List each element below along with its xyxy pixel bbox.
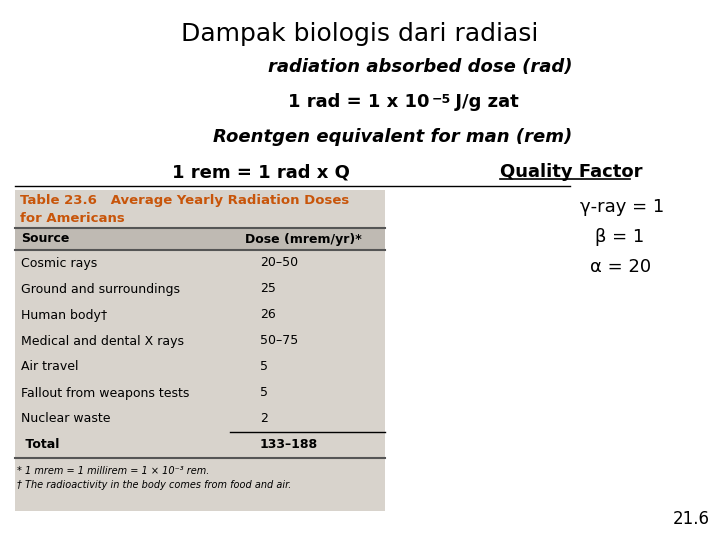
- Text: 5: 5: [260, 361, 268, 374]
- Text: Dampak biologis dari radiasi: Dampak biologis dari radiasi: [181, 22, 539, 46]
- Text: Table 23.6   Average Yearly Radiation Doses: Table 23.6 Average Yearly Radiation Dose…: [20, 194, 349, 207]
- Text: γ-ray = 1: γ-ray = 1: [580, 198, 665, 216]
- Bar: [15, 228, 385, 250]
- Text: 50–75: 50–75: [260, 334, 298, 348]
- Text: J/g zat: J/g zat: [449, 93, 518, 111]
- Text: Medical and dental X rays: Medical and dental X rays: [21, 334, 184, 348]
- Bar: [15, 190, 385, 511]
- Text: 26: 26: [260, 308, 276, 321]
- Text: Nuclear waste: Nuclear waste: [21, 413, 110, 426]
- Text: for Americans: for Americans: [20, 212, 125, 225]
- Text: Quality Factor: Quality Factor: [500, 163, 642, 181]
- Text: radiation absorbed dose (rad): radiation absorbed dose (rad): [268, 58, 572, 76]
- Text: Roentgen equivalent for man (rem): Roentgen equivalent for man (rem): [212, 128, 572, 146]
- Text: † The radioactivity in the body comes from food and air.: † The radioactivity in the body comes fr…: [17, 480, 292, 490]
- Text: −5: −5: [432, 93, 451, 106]
- Text: Ground and surroundings: Ground and surroundings: [21, 282, 180, 295]
- Text: 25: 25: [260, 282, 276, 295]
- Text: Cosmic rays: Cosmic rays: [21, 256, 97, 269]
- Text: 5: 5: [260, 387, 268, 400]
- Text: 1 rem = 1 rad x Q: 1 rem = 1 rad x Q: [172, 163, 350, 181]
- Text: Source: Source: [21, 233, 69, 246]
- Text: 1 rad = 1 x 10: 1 rad = 1 x 10: [289, 93, 430, 111]
- Text: * 1 mrem = 1 millirem = 1 × 10⁻³ rem.: * 1 mrem = 1 millirem = 1 × 10⁻³ rem.: [17, 466, 210, 476]
- Text: 2: 2: [260, 413, 268, 426]
- Text: β = 1: β = 1: [595, 228, 644, 246]
- Text: 21.6: 21.6: [673, 510, 710, 528]
- Text: Fallout from weapons tests: Fallout from weapons tests: [21, 387, 189, 400]
- Text: Dose (mrem/yr)*: Dose (mrem/yr)*: [245, 233, 361, 246]
- Text: 20–50: 20–50: [260, 256, 298, 269]
- Text: 133–188: 133–188: [260, 438, 318, 451]
- Text: Air travel: Air travel: [21, 361, 78, 374]
- Text: Human body†: Human body†: [21, 308, 107, 321]
- Text: Total: Total: [21, 438, 59, 451]
- Text: α = 20: α = 20: [590, 258, 651, 276]
